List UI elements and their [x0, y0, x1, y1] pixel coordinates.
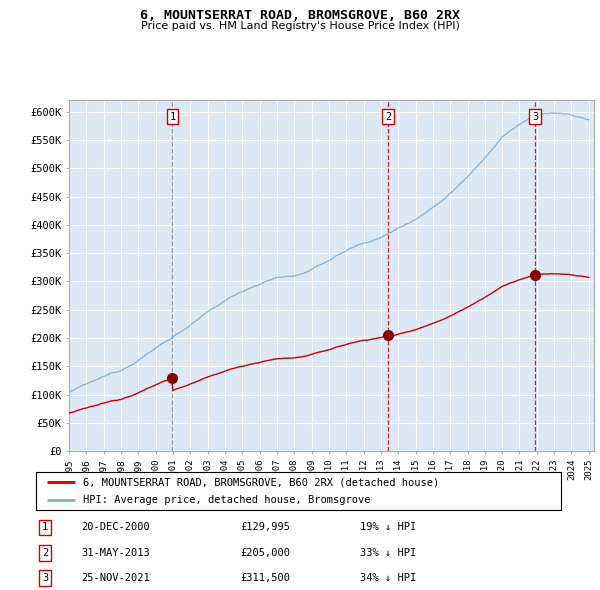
Text: 3: 3 — [532, 112, 538, 122]
Text: 2: 2 — [385, 112, 391, 122]
Text: £205,000: £205,000 — [240, 548, 290, 558]
Text: Price paid vs. HM Land Registry's House Price Index (HPI): Price paid vs. HM Land Registry's House … — [140, 21, 460, 31]
Text: 1: 1 — [169, 112, 176, 122]
Text: 1: 1 — [42, 523, 48, 532]
Text: £311,500: £311,500 — [240, 573, 290, 583]
Text: 6, MOUNTSERRAT ROAD, BROMSGROVE, B60 2RX (detached house): 6, MOUNTSERRAT ROAD, BROMSGROVE, B60 2RX… — [83, 477, 439, 487]
Text: 25-NOV-2021: 25-NOV-2021 — [81, 573, 150, 583]
Text: 20-DEC-2000: 20-DEC-2000 — [81, 523, 150, 532]
Text: 3: 3 — [42, 573, 48, 583]
Text: 2: 2 — [42, 548, 48, 558]
Text: 19% ↓ HPI: 19% ↓ HPI — [360, 523, 416, 532]
Text: 33% ↓ HPI: 33% ↓ HPI — [360, 548, 416, 558]
Text: 6, MOUNTSERRAT ROAD, BROMSGROVE, B60 2RX: 6, MOUNTSERRAT ROAD, BROMSGROVE, B60 2RX — [140, 9, 460, 22]
Text: 34% ↓ HPI: 34% ↓ HPI — [360, 573, 416, 583]
Text: £129,995: £129,995 — [240, 523, 290, 532]
Text: 31-MAY-2013: 31-MAY-2013 — [81, 548, 150, 558]
Text: HPI: Average price, detached house, Bromsgrove: HPI: Average price, detached house, Brom… — [83, 495, 371, 505]
